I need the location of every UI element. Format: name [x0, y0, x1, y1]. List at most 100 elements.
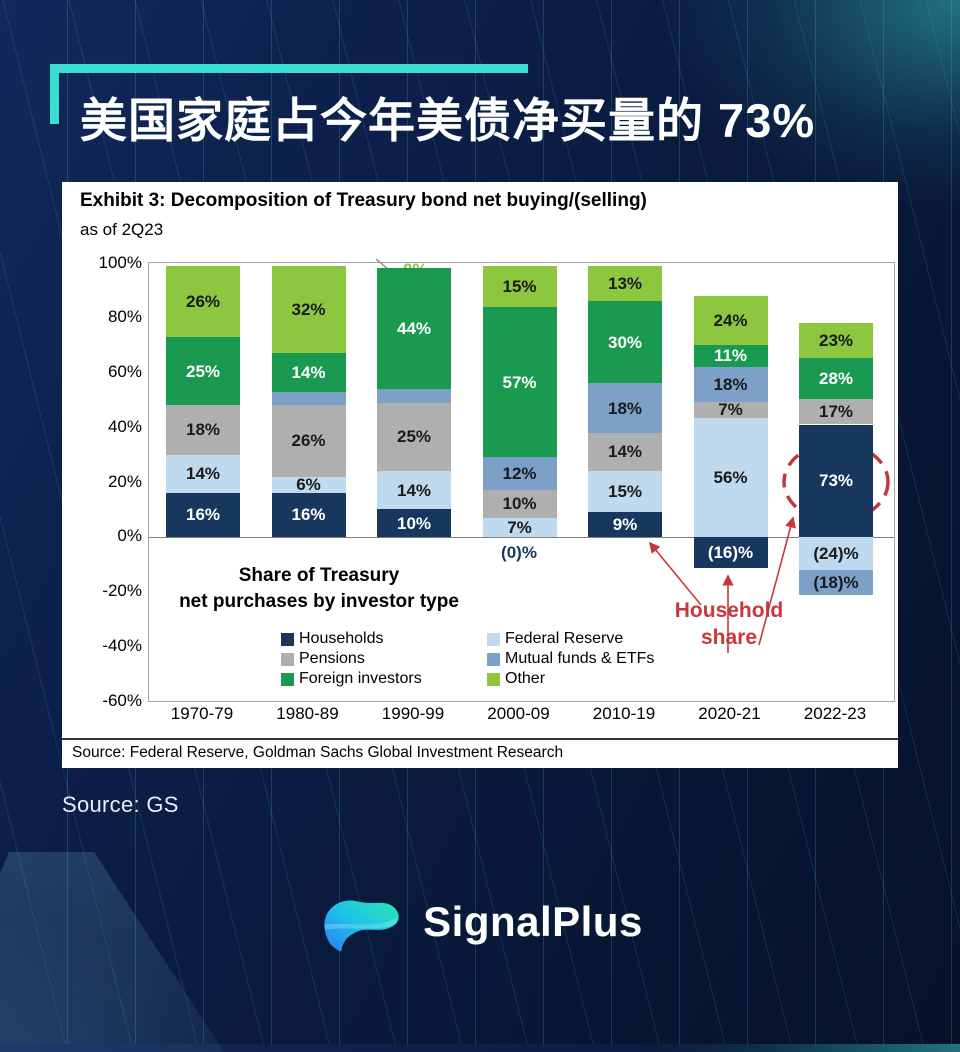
bar-segment: 26% [166, 265, 240, 337]
x-axis-label: 2010-19 [592, 704, 656, 723]
bar-segment: 7% [482, 517, 557, 537]
segment-label: 12% [502, 464, 537, 484]
chart-divider [62, 738, 898, 740]
annotation-line2: share [700, 626, 758, 649]
y-tick-label: 40% [107, 416, 142, 436]
bar-segment: 18% [588, 383, 662, 433]
x-axis-label: 2000-09 [487, 704, 550, 723]
legend-label: Federal Reserve [505, 630, 624, 647]
segment-label: 57% [502, 372, 537, 392]
legend-swatch-icon [281, 672, 294, 686]
legend-swatch-icon [487, 652, 500, 666]
bar-segment: 16% [271, 492, 346, 537]
chart-card: Exhibit 3: Decomposition of Treasury bon… [62, 182, 898, 768]
segment-label: 17% [818, 402, 854, 422]
bar-segment: 73% [799, 424, 873, 537]
segment-label: 56% [713, 467, 748, 487]
y-tick-label: 0% [117, 526, 142, 546]
bar-segment: 25% [377, 402, 451, 472]
legend-swatch-icon [487, 632, 500, 646]
bar-segment: 15% [588, 471, 662, 513]
bar-segment: 25% [166, 336, 240, 406]
bar-segment: (18)% [799, 570, 873, 596]
bar-segment: 15% [482, 265, 557, 307]
segment-label: 10% [502, 494, 537, 514]
bar-segment: 26% [271, 405, 346, 477]
segment-label: 26% [185, 291, 221, 311]
bar-segment: 24% [693, 295, 768, 345]
exhibit-title: Exhibit 3: Decomposition of Treasury bon… [80, 190, 647, 211]
zero-callout-below: (0)% [501, 543, 537, 562]
signalplus-logo-icon [324, 900, 399, 952]
x-axis-label: 2022-23 [803, 704, 867, 723]
y-tick-label: 20% [107, 471, 142, 491]
segment-label: 7% [718, 400, 743, 420]
bar-segment: 10% [377, 509, 451, 537]
segment-label: 30% [607, 332, 643, 352]
annotation-household-share: Household share [649, 597, 809, 651]
bar-segment: (16)% [693, 536, 768, 569]
segment-label: 14% [607, 442, 643, 462]
segment-label: 18% [185, 420, 221, 440]
bar-segment: 14% [377, 471, 451, 510]
legend-item: Other [487, 669, 654, 689]
segment-label: 16% [185, 505, 221, 525]
chart-footnote: Source: Federal Reserve, Goldman Sachs G… [72, 744, 564, 761]
segment-label: 25% [396, 427, 432, 447]
bar-segment: 14% [588, 432, 662, 472]
legend-label: Mutual funds & ETFs [505, 650, 655, 667]
segment-label: 18% [607, 398, 643, 418]
bar-segment: 17% [799, 399, 873, 425]
bar-segment: 6% [271, 476, 346, 493]
y-tick-label: -60% [102, 690, 142, 710]
bar-segment: 18% [693, 366, 768, 402]
legend-item: Federal Reserve [487, 629, 654, 649]
y-tick-label: 60% [107, 362, 142, 381]
segment-label: 28% [818, 369, 854, 389]
segment-label: 18% [713, 374, 748, 394]
bar-segment: 28% [799, 358, 873, 400]
brand-footer: SignalPlus [0, 888, 960, 956]
legend-title: Share of Treasury net purchases by inves… [164, 563, 474, 615]
bar-segment [271, 391, 346, 406]
x-axis-label: 1980-89 [276, 704, 339, 723]
bar-segment: 12% [482, 457, 557, 491]
legend-label: Pensions [299, 650, 365, 667]
x-axis-label: 1970-79 [170, 704, 234, 723]
segment-label: (16)% [707, 542, 754, 562]
bar-segment: 9% [588, 512, 662, 537]
segment-label: 16% [291, 505, 326, 525]
bar-segment: 7% [693, 400, 768, 420]
bar-segment: (24)% [799, 536, 873, 571]
bar-segment: 10% [482, 490, 557, 518]
segment-label: 26% [291, 431, 326, 451]
bar-segment: 44% [377, 268, 451, 389]
segment-label: 15% [607, 482, 643, 502]
segment-label: 24% [713, 310, 748, 330]
segment-label: 14% [291, 362, 326, 382]
bar-segment [377, 388, 451, 403]
legend-label: Other [505, 670, 546, 687]
bar-segment: 11% [693, 344, 768, 367]
legend-title-line1: Share of Treasury [238, 565, 400, 586]
segment-label: 10% [396, 513, 432, 533]
segment-label: 25% [185, 361, 221, 381]
title-accent-line [50, 64, 528, 73]
bar-segment: 23% [799, 323, 873, 359]
bar-segment: 32% [271, 265, 346, 354]
y-tick-label: -40% [102, 635, 142, 655]
plot-area: Share of Treasury net purchases by inves… [148, 258, 895, 702]
segment-label: 11% [713, 346, 748, 366]
segment-label: 23% [818, 331, 854, 351]
bar-segment: 56% [693, 417, 768, 537]
legend-swatch-icon [281, 632, 294, 646]
legend-item: Foreign investors [281, 669, 467, 689]
segment-label: (24)% [813, 543, 859, 563]
legend-item: Pensions [281, 649, 467, 669]
bar-segment: 57% [482, 306, 557, 458]
bar-segment: 16% [166, 492, 240, 537]
legend-title-line2: net purchases by investor type [179, 591, 459, 612]
segment-label: 7% [507, 517, 532, 537]
segment-label: 44% [396, 319, 432, 339]
